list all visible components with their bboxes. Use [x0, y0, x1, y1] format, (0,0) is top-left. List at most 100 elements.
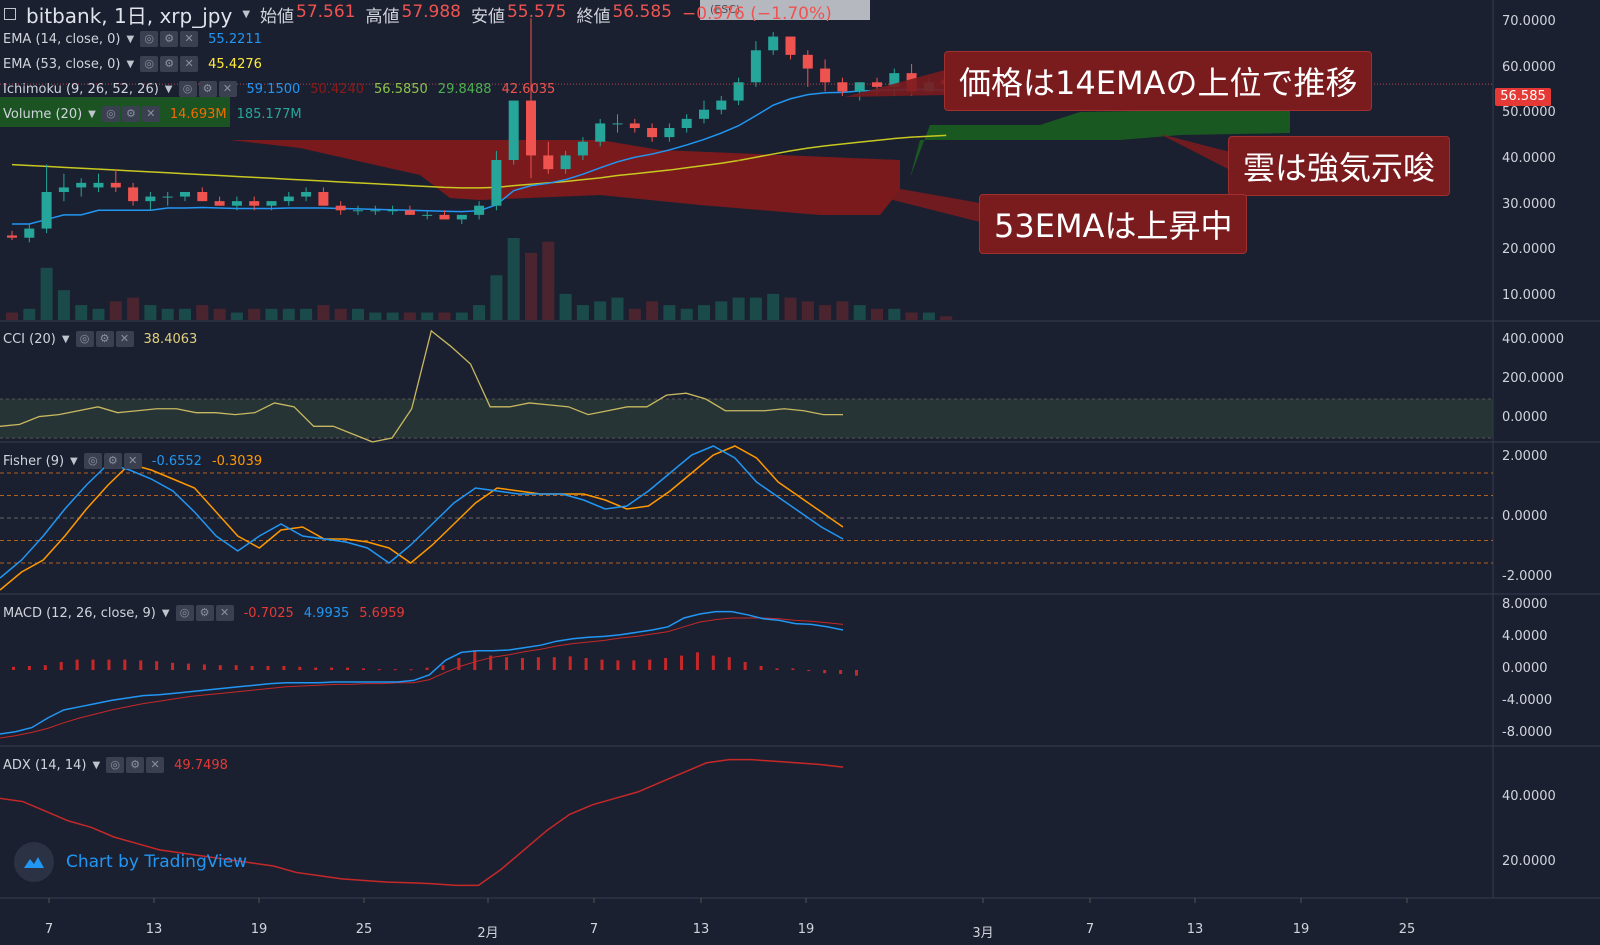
volume-bar	[473, 305, 486, 320]
close-icon[interactable]: ✕	[115, 331, 134, 347]
candle-body	[785, 36, 796, 55]
legend-name[interactable]: ADX (14, 14)	[3, 757, 87, 773]
volume-bar	[680, 308, 693, 320]
chevron-down-icon[interactable]: ▼	[61, 333, 70, 345]
legend-cci[interactable]: CCI (20) ▼ ◎ ⚙ ✕ 38.4063	[3, 331, 197, 347]
volume-bar	[819, 305, 832, 320]
gear-icon[interactable]: ⚙	[195, 605, 214, 621]
candle-body	[647, 128, 658, 138]
legend-value: 45.4276	[208, 56, 262, 72]
gear-icon[interactable]: ⚙	[198, 81, 217, 97]
legend-name[interactable]: Fisher (9)	[3, 453, 65, 469]
candle-body	[577, 141, 588, 156]
close-icon[interactable]: ✕	[218, 81, 237, 97]
candle-body	[231, 201, 242, 206]
close-icon[interactable]: ✕	[215, 605, 234, 621]
candle-body	[768, 36, 779, 51]
gear-icon[interactable]: ⚙	[160, 56, 179, 72]
eye-icon[interactable]: ◎	[140, 56, 159, 72]
legend-name[interactable]: EMA (53, close, 0)	[3, 56, 121, 72]
eye-icon[interactable]: ◎	[175, 605, 194, 621]
eye-icon[interactable]: ◎	[140, 31, 159, 47]
legend-volume[interactable]: Volume (20) ▼ ◎ ⚙ ✕ 14.693M 185.177M	[3, 106, 302, 122]
macd-histogram-bar	[155, 661, 159, 670]
candle-body	[595, 123, 606, 142]
candle-body	[145, 196, 156, 202]
gear-icon[interactable]: ⚙	[121, 106, 140, 122]
macd-histogram-bar	[346, 667, 350, 670]
chevron-down-icon[interactable]: ▼	[70, 455, 78, 467]
legend-name[interactable]: EMA (14, close, 0)	[3, 31, 121, 47]
legend-value: 49.7498	[174, 757, 228, 773]
legend-name[interactable]: MACD (12, 26, close, 9)	[3, 605, 156, 621]
gear-icon[interactable]: ⚙	[160, 31, 179, 47]
eye-icon[interactable]: ◎	[75, 331, 94, 347]
macd-histogram-bar	[12, 666, 15, 670]
volume-bar	[57, 290, 70, 320]
volume-bar	[525, 252, 537, 320]
candle-body	[58, 187, 69, 192]
gear-icon[interactable]: ⚙	[103, 453, 122, 469]
time-tick-label: 25	[355, 922, 373, 937]
macd-histogram-bar	[361, 668, 365, 670]
eye-icon[interactable]: ◎	[178, 81, 197, 97]
macd-histogram-bar	[791, 668, 795, 670]
legend-name[interactable]: Ichimoku (9, 26, 52, 26)	[3, 81, 159, 97]
candle-body	[370, 210, 381, 212]
chevron-down-icon[interactable]: ▼	[126, 33, 135, 45]
annotation-ema53-rising[interactable]: 53EMAは上昇中	[979, 194, 1248, 254]
macd-histogram-bar	[139, 660, 143, 670]
annotation-price-above-ema[interactable]: 価格は14EMAの上位で推移	[944, 51, 1373, 111]
tradingview-watermark[interactable]: Chart by TradingView	[14, 842, 247, 882]
time-tick-label: 19	[1292, 922, 1310, 937]
legend-ema53[interactable]: EMA (53, close, 0) ▼ ◎ ⚙ ✕ 45.4276	[3, 56, 262, 72]
candle-body	[699, 109, 709, 119]
legend-ema14[interactable]: EMA (14, close, 0) ▼ ◎ ⚙ ✕ 55.2211	[3, 31, 262, 47]
volume-bar	[646, 301, 659, 320]
chevron-down-icon[interactable]: ▼	[242, 8, 251, 20]
menu-square-icon[interactable]	[4, 8, 16, 20]
macd-histogram-bar	[314, 667, 318, 670]
legend-ichimoku[interactable]: Ichimoku (9, 26, 52, 26) ▼ ◎ ⚙ ✕ 59.1500 50.42…	[3, 81, 555, 97]
legend-value: 56.5850	[374, 81, 428, 97]
candle-body	[335, 205, 346, 211]
close-icon[interactable]: ✕	[180, 56, 199, 72]
macd-histogram-bar	[59, 662, 63, 670]
chevron-down-icon[interactable]: ▼	[92, 759, 101, 771]
gear-icon[interactable]: ⚙	[126, 757, 145, 773]
eye-icon[interactable]: ◎	[106, 757, 125, 773]
legend-value: 29.8488	[437, 81, 492, 97]
candle-body	[422, 214, 433, 216]
close-icon[interactable]: ✕	[141, 106, 160, 122]
macd-histogram-bar	[186, 663, 190, 670]
volume-bar	[23, 308, 36, 320]
legend-name[interactable]: Volume (20)	[3, 106, 83, 122]
chevron-down-icon[interactable]: ▼	[88, 108, 96, 120]
close-icon[interactable]: ✕	[180, 31, 199, 47]
eye-icon[interactable]: ◎	[83, 453, 102, 469]
candle-body	[837, 82, 848, 92]
esc-hint[interactable]: (ESC)	[700, 0, 870, 20]
eye-icon[interactable]: ◎	[101, 106, 120, 122]
legend-macd[interactable]: MACD (12, 26, close, 9) ▼ ◎ ⚙ ✕ -0.7025 4.9935…	[3, 605, 405, 621]
macd-tick-label: 4.0000	[1502, 629, 1548, 644]
symbol-title[interactable]: bitbank, 1日, xrp_jpy	[26, 3, 233, 28]
chevron-down-icon[interactable]: ▼	[126, 58, 135, 70]
legend-adx[interactable]: ADX (14, 14) ▼ ◎ ⚙ ✕ 49.7498	[3, 757, 228, 773]
annotation-cloud-bullish[interactable]: 雲は強気示唆	[1228, 136, 1451, 196]
volume-bar	[421, 312, 434, 320]
volume-bar	[853, 305, 866, 320]
volume-bar	[75, 305, 88, 320]
time-tick-label: 7	[589, 922, 599, 937]
candle-body	[491, 160, 502, 206]
close-icon[interactable]: ✕	[123, 453, 142, 469]
legend-fisher[interactable]: Fisher (9) ▼ ◎ ⚙ ✕ -0.6552 -0.3039	[3, 453, 262, 469]
cci-line	[0, 329, 843, 443]
legend-name[interactable]: CCI (20)	[3, 331, 56, 347]
ichimoku-cloud-bullish	[910, 103, 1290, 178]
chevron-down-icon[interactable]: ▼	[164, 83, 173, 95]
chevron-down-icon[interactable]: ▼	[161, 607, 170, 619]
close-icon[interactable]: ✕	[146, 757, 165, 773]
gear-icon[interactable]: ⚙	[95, 331, 114, 347]
